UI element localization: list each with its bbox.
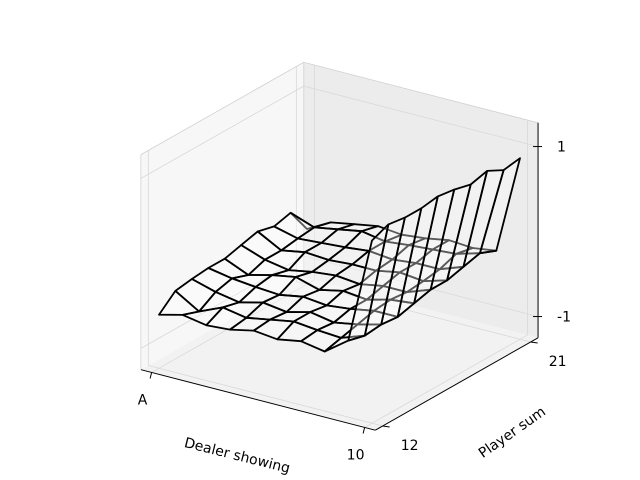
x-tick-label-start: A <box>138 392 148 408</box>
axes-grid <box>140 65 539 428</box>
x-axis-title: Dealer showing <box>182 435 291 477</box>
y-tick-label-end: 21 <box>549 354 567 370</box>
x-gridline <box>364 334 528 428</box>
wireframe-surface <box>158 157 521 353</box>
x-tick-label-end: 10 <box>347 447 365 463</box>
x-axis-line <box>140 369 376 431</box>
z-gridline <box>140 255 539 349</box>
z-tick-label-max: 1 <box>557 140 566 156</box>
y-tick <box>530 341 538 344</box>
x-tick <box>362 427 366 434</box>
z-tick-label-min: -1 <box>557 310 571 326</box>
y-gridline <box>296 281 531 343</box>
y-tick-label-start: 12 <box>401 438 419 454</box>
z-gridline <box>140 85 539 179</box>
axes-lines <box>140 122 543 434</box>
y-tick <box>382 425 390 428</box>
left-wall-pane <box>140 62 304 370</box>
y-axis-line <box>375 337 539 431</box>
y-gridline <box>148 365 383 427</box>
surface-cell <box>347 223 390 342</box>
x-tick <box>149 372 153 379</box>
y-axis-title: Player sum <box>476 404 549 462</box>
